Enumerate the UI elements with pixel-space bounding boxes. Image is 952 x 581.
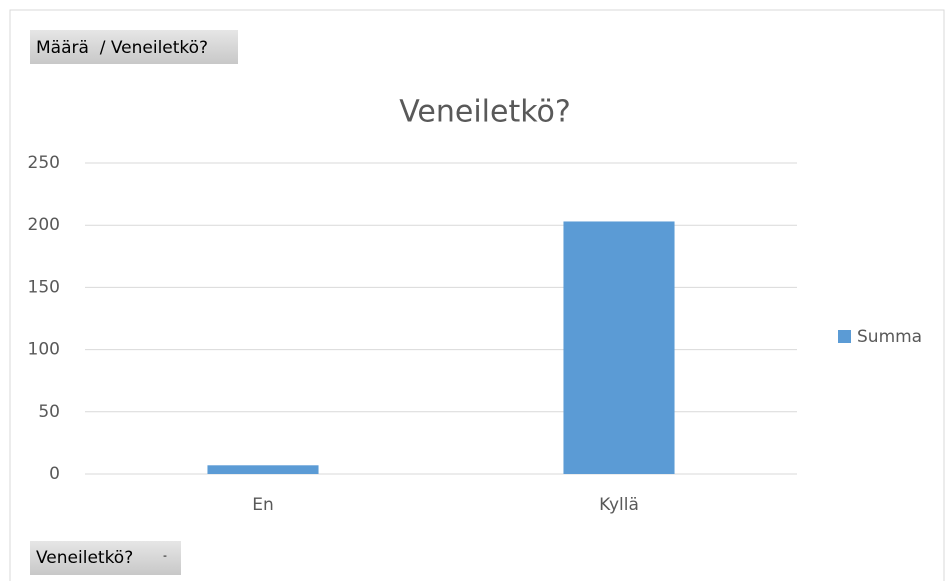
- chart-title: Veneiletkö?: [399, 95, 571, 130]
- axis-field-button[interactable]: Veneiletkö? -: [30, 541, 181, 575]
- bar: [207, 465, 319, 474]
- x-tick-label: Kyllä: [599, 495, 639, 515]
- button-background: [30, 30, 238, 64]
- x-tick-label: En: [252, 495, 274, 515]
- y-tick-label: 50: [38, 402, 60, 422]
- value-field-button[interactable]: Määrä / Veneiletkö?: [30, 30, 238, 64]
- y-tick-label: 100: [28, 340, 60, 360]
- y-tick-label: 150: [28, 277, 60, 297]
- button-label: Veneiletkö?: [36, 548, 133, 568]
- chart-border: [9, 9, 945, 581]
- legend-label: Summa: [857, 327, 922, 347]
- bar: [563, 221, 675, 474]
- button-background: [30, 541, 181, 575]
- y-tick-label: 200: [28, 215, 60, 235]
- dropdown-arrow: -: [163, 549, 167, 562]
- y-tick-label: 250: [28, 153, 60, 173]
- y-tick-label: 0: [49, 464, 60, 484]
- button-label: Määrä / Veneiletkö?: [36, 38, 208, 58]
- legend-swatch: [838, 330, 851, 343]
